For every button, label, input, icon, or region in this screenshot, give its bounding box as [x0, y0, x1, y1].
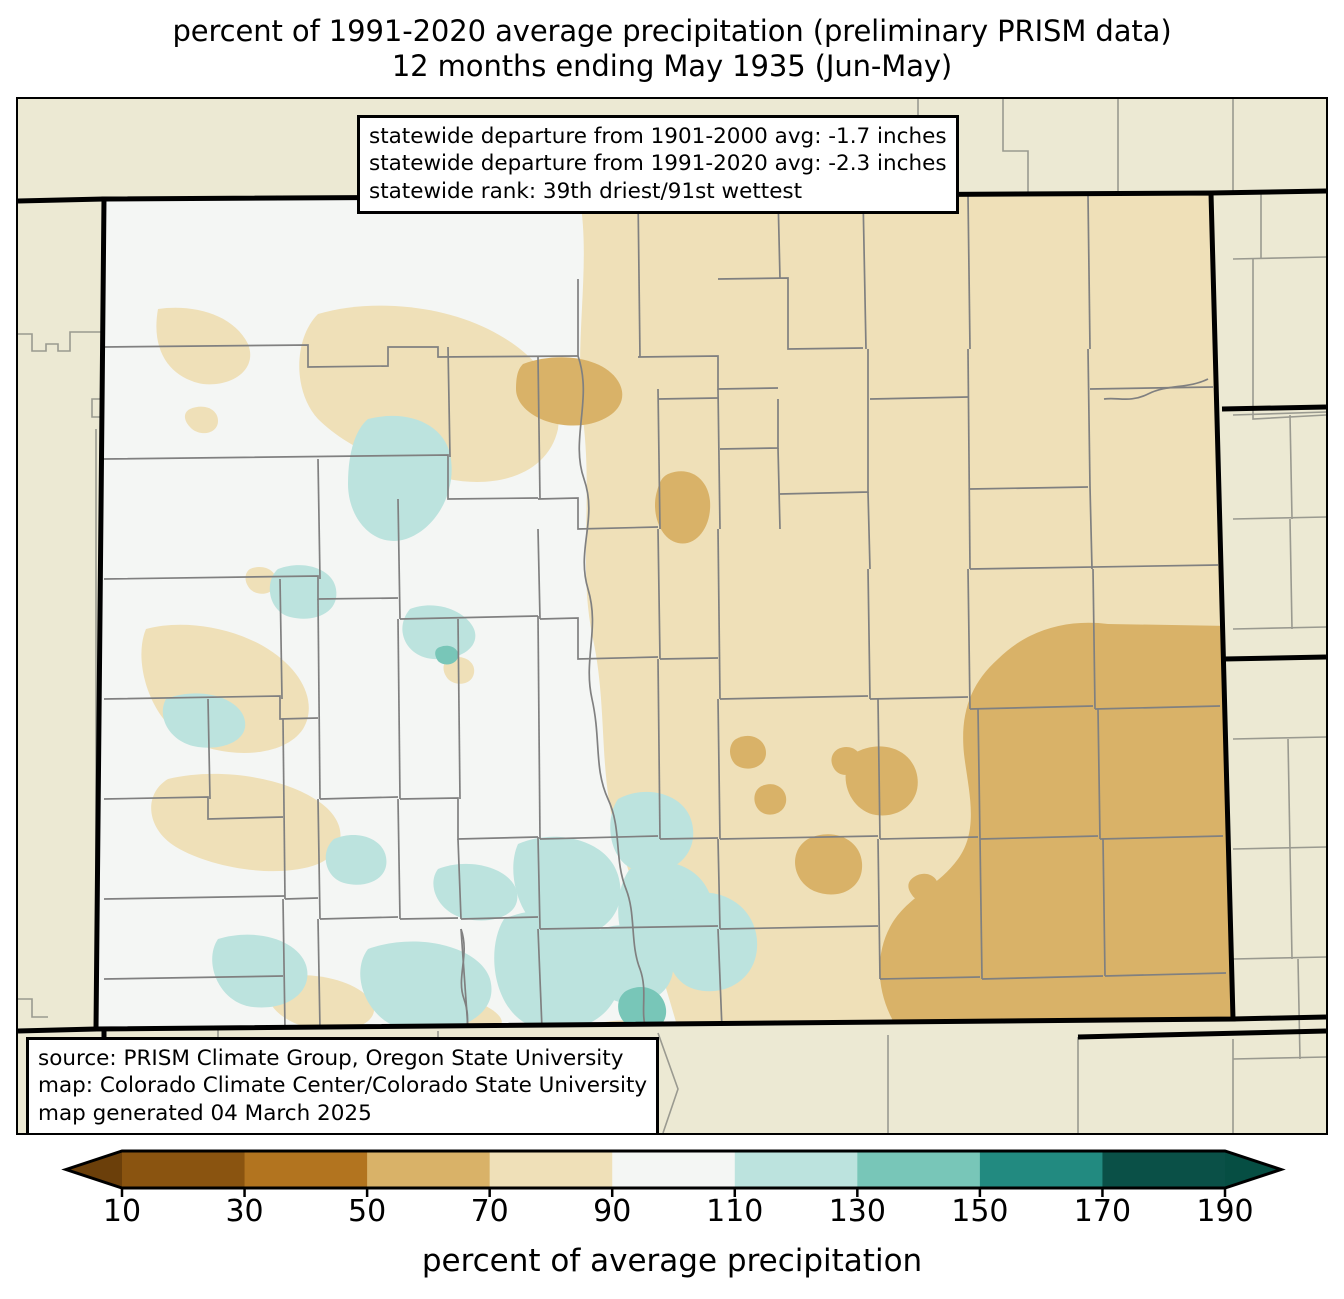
colorbar-tick-label-130: 130	[828, 1194, 886, 1229]
page-title: percent of 1991-2020 average precipitati…	[0, 14, 1344, 84]
band-110-130	[162, 415, 758, 1029]
colorbar-band-50-70	[367, 1151, 491, 1188]
colorbar-tick-label-110: 110	[706, 1194, 764, 1229]
stat-statewide-rank: statewide rank: 39th driest/91st wettest	[369, 178, 803, 204]
colorbar-tick-label-50: 50	[348, 1194, 387, 1229]
precip-data-layer	[96, 193, 1233, 1029]
colorbar-tick-label-90: 90	[593, 1194, 632, 1229]
title-line-2: 12 months ending May 1935 (Jun-May)	[391, 48, 953, 83]
stat-departure-1991-2020: statewide departure from 1991-2020 avg: …	[369, 151, 947, 177]
colorbar-graphic	[61, 1149, 1286, 1197]
colorbar-band-110-130	[734, 1151, 858, 1188]
colorbar-tick-label-190: 190	[1196, 1194, 1254, 1229]
map-generated-date: map generated 04 March 2025	[38, 1100, 372, 1126]
title-line-1: percent of 1991-2020 average precipitati…	[172, 14, 1172, 48]
colorbar-band-30-50	[244, 1151, 368, 1188]
colorbar-tick-label-30: 30	[225, 1194, 264, 1229]
colorado-county-lines	[96, 194, 1227, 1029]
colorbar-extend-high	[1225, 1151, 1281, 1188]
map-canvas	[18, 99, 1326, 1133]
stat-departure-1901-2000: statewide departure from 1901-2000 avg: …	[369, 124, 947, 149]
colorbar-tick-label-170: 170	[1073, 1194, 1132, 1229]
map-credit-line: map: Colorado Climate Center/Colorado St…	[38, 1073, 648, 1099]
colorbar-band-130-150	[857, 1151, 981, 1188]
colorbar-tick-label-10: 10	[102, 1194, 142, 1229]
source-credits-box: source: PRISM Climate Group, Oregon Stat…	[26, 1037, 660, 1133]
statewide-statistics-box: statewide departure from 1901-2000 avg: …	[357, 115, 959, 214]
colorbar-band-170-190	[1102, 1151, 1226, 1188]
colorbar-tick-labels: 10 30 50 70 90 110 130 150 170 190	[0, 1194, 1344, 1234]
colorbar-extend-low	[66, 1151, 122, 1188]
colorbar-tick-label-150: 150	[951, 1194, 1009, 1229]
colorbar-band-150-170	[979, 1151, 1104, 1188]
colorbar-tick-label-70: 70	[470, 1194, 509, 1229]
colorbar-bands	[66, 1151, 1281, 1188]
band-50-70	[516, 357, 1233, 1029]
colorbar[interactable]: 10 30 50 70 90 110 130 150 170 190	[0, 1142, 1344, 1242]
precipitation-map[interactable]: statewide departure from 1901-2000 avg: …	[16, 97, 1328, 1135]
colorbar-band-10-30	[122, 1151, 246, 1188]
source-line: source: PRISM Climate Group, Oregon Stat…	[38, 1046, 624, 1071]
neighboring-state-borders	[18, 188, 1326, 1133]
colorbar-band-70-90	[489, 1151, 613, 1188]
colorbar-band-90-110	[612, 1151, 736, 1188]
band-130-150	[435, 645, 667, 1029]
colorbar-axis-label: percent of average precipitation	[421, 1243, 923, 1279]
colorbar-ticks	[120, 1188, 1227, 1197]
